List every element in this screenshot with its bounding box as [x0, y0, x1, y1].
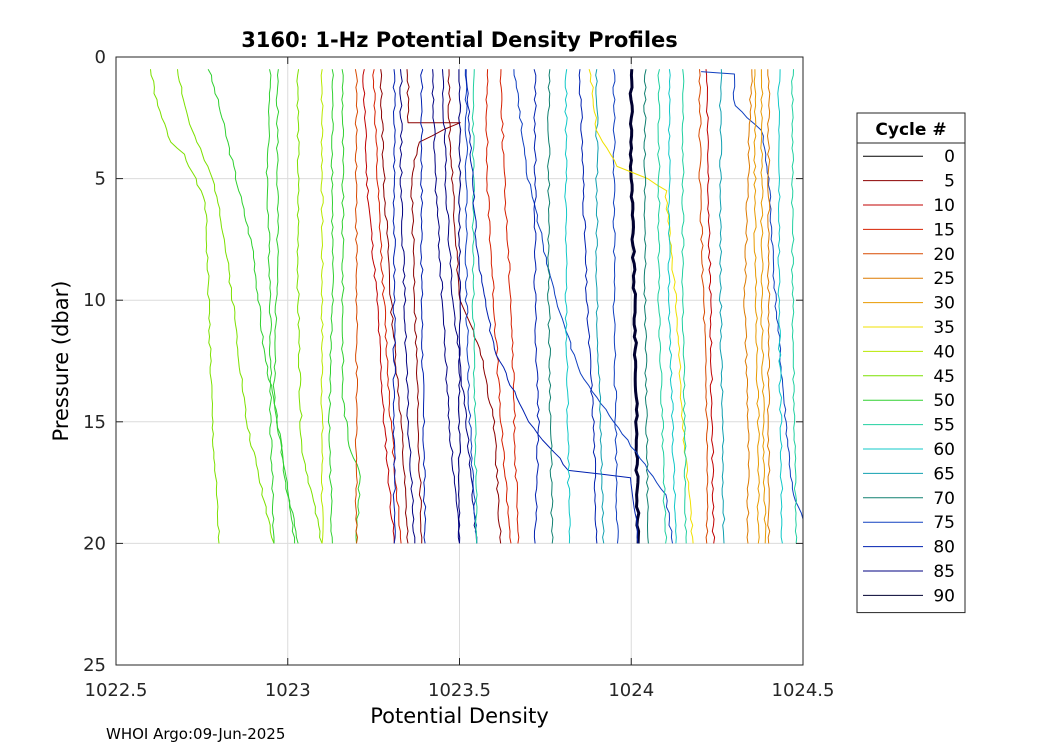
- profile-line: [420, 69, 427, 544]
- legend-entry-label: 65: [933, 464, 955, 484]
- profile-line: [705, 69, 716, 544]
- legend: Cycle # 0 5 10 15 20 25 30 35 40 45 50 55 60 65 70 75 80 8…: [856, 112, 966, 614]
- profile-line: [657, 69, 668, 544]
- legend-entry-label: 15: [933, 220, 955, 240]
- profile-line: [320, 69, 324, 544]
- x-tick-label: 1024.5: [772, 680, 835, 701]
- x-axis-label: Potential Density: [370, 704, 549, 728]
- profile-line: [392, 69, 396, 544]
- profile-line: [513, 69, 673, 544]
- series-lines: [150, 68, 803, 544]
- profile-line: [354, 69, 359, 544]
- profile-line: [442, 69, 478, 544]
- legend-entry-label: 85: [933, 562, 955, 582]
- profile-line: [447, 69, 502, 544]
- profile-line: [272, 69, 299, 544]
- legend-entry-label: 50: [933, 391, 955, 411]
- profile-line: [265, 69, 275, 544]
- y-tick-label: 20: [83, 533, 106, 554]
- profile-line: [667, 69, 677, 544]
- profile-line: [341, 69, 361, 544]
- profile-line: [431, 69, 461, 544]
- profile-line: [499, 69, 520, 544]
- legend-entry-label: 35: [933, 318, 955, 338]
- chart-title: 3160: 1-Hz Potential Density Profiles: [241, 28, 678, 52]
- profile-line: [760, 69, 767, 544]
- profile-line: [595, 69, 605, 544]
- legend-entry-label: 55: [933, 416, 955, 436]
- profile-line: [612, 69, 619, 544]
- legend-entry-label: 30: [933, 294, 955, 314]
- legend-entry-label: 60: [933, 440, 955, 460]
- profile-line: [681, 69, 687, 544]
- legend-entry-label: 45: [933, 367, 955, 387]
- profile-line: [701, 71, 803, 520]
- footer-credit: WHOI Argo:09-Jun-2025: [106, 725, 286, 743]
- y-axis-label: Pressure (dbar): [49, 281, 73, 442]
- profile-line: [564, 69, 571, 544]
- axis-ticks: 1022.5 1023 1023.5 1024 1024.5 0 5 10 15 20 25: [83, 47, 834, 701]
- legend-entry-label: 70: [933, 489, 955, 509]
- legend-entry-label: 40: [933, 342, 955, 362]
- profile-line: [399, 69, 416, 544]
- profile-line: [643, 69, 649, 544]
- profile-line: [791, 69, 798, 544]
- legend-entry-label: 25: [933, 269, 955, 289]
- profile-line: [743, 69, 753, 544]
- profile-line: [362, 69, 395, 544]
- profile-line: [406, 69, 461, 544]
- y-tick-label: 10: [83, 290, 106, 311]
- y-tick-label: 5: [95, 169, 106, 190]
- legend-entry-label: 0: [944, 147, 955, 167]
- profile-line: [718, 69, 726, 544]
- y-tick-label: 25: [83, 655, 106, 676]
- x-tick-label: 1024: [608, 680, 654, 701]
- profile-line: [296, 69, 323, 544]
- legend-box: [856, 112, 966, 614]
- profile-line: [471, 69, 478, 544]
- profile-line: [628, 69, 641, 544]
- profile-line: [177, 69, 275, 544]
- profile-line: [533, 69, 540, 544]
- profile-line: [777, 69, 784, 544]
- legend-entry-label: 20: [933, 245, 955, 265]
- legend-title: Cycle #: [875, 120, 946, 140]
- y-tick-label: 0: [95, 47, 106, 68]
- x-tick-label: 1022.5: [85, 680, 148, 701]
- x-tick-label: 1023: [265, 680, 311, 701]
- x-tick-label: 1023.5: [428, 680, 491, 701]
- legend-entry-label: 10: [933, 196, 955, 216]
- legend-entry-label: 75: [933, 513, 955, 533]
- legend-entry-label: 5: [944, 172, 955, 192]
- profile-line: [464, 69, 478, 544]
- profile-line: [465, 69, 639, 544]
- profile-line: [457, 69, 462, 544]
- profile-line: [547, 69, 554, 544]
- profile-line: [588, 69, 694, 544]
- profile-line: [578, 69, 598, 544]
- y-tick-label: 15: [83, 412, 106, 433]
- profile-line: [753, 69, 760, 544]
- legend-entry-label: 80: [933, 538, 955, 558]
- profile-line: [485, 69, 512, 544]
- profile-line: [767, 69, 771, 544]
- profile-line: [379, 69, 409, 544]
- profile-line: [698, 69, 709, 544]
- legend-entry-label: 90: [933, 586, 955, 606]
- profile-line: [150, 69, 220, 544]
- profile-line: [327, 69, 334, 544]
